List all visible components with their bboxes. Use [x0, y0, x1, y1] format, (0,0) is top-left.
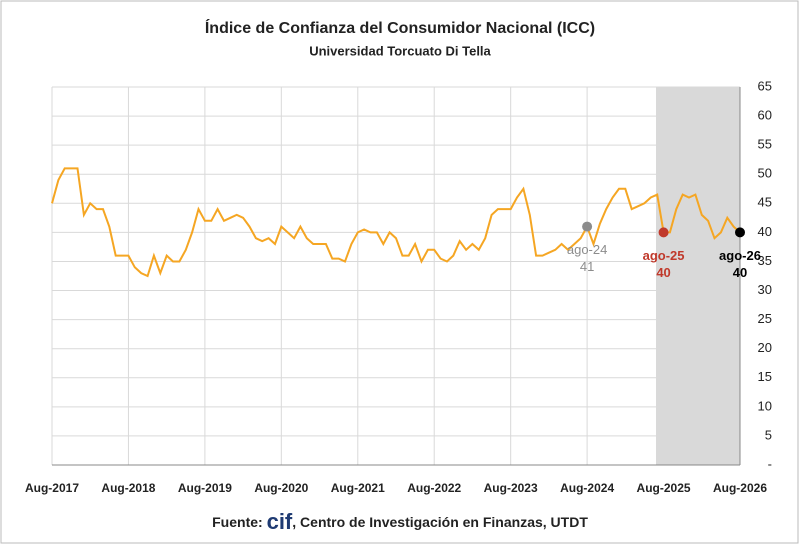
y-tick-label: 45	[758, 195, 772, 210]
forecast-shade	[656, 87, 740, 465]
source-note: Fuente: cif, Centro de Investigación en …	[212, 509, 588, 534]
x-tick-label: Aug-2023	[484, 481, 538, 495]
y-tick-label: 65	[758, 78, 772, 93]
annotation-point	[658, 227, 669, 238]
y-tick-label: 25	[758, 311, 772, 326]
y-tick-label: 5	[765, 427, 772, 442]
y-tick-label: -	[768, 456, 772, 471]
y-tick-label: 55	[758, 137, 772, 152]
y-tick-label: 50	[758, 166, 772, 181]
x-tick-label: Aug-2017	[25, 481, 79, 495]
annotation-point	[735, 227, 745, 238]
annotation-value: 40	[656, 265, 670, 280]
chart-subtitle: Universidad Torcuato Di Tella	[309, 43, 491, 58]
x-tick-label: Aug-2021	[331, 481, 385, 495]
annotation-value: 40	[733, 265, 747, 280]
annotation-value: 41	[580, 259, 594, 274]
annotation-label: ago-25	[643, 248, 685, 263]
chart-title: Índice de Confianza del Consumidor Nacio…	[205, 18, 595, 37]
x-tick-label: Aug-2019	[178, 481, 232, 495]
y-tick-label: 35	[758, 253, 772, 268]
x-tick-label: Aug-2025	[637, 481, 691, 495]
annotation-label: ago-26	[719, 248, 761, 263]
x-tick-label: Aug-2018	[101, 481, 155, 495]
x-tick-label: Aug-2022	[407, 481, 461, 495]
source-rest: , Centro de Investigación en Finanzas, U…	[292, 514, 588, 530]
x-tick-label: Aug-2026	[713, 481, 767, 495]
y-tick-label: 30	[758, 282, 772, 297]
source-prefix: Fuente:	[212, 514, 263, 530]
annotation-point	[582, 221, 593, 232]
y-tick-label: 20	[758, 340, 772, 355]
y-tick-label: 40	[758, 224, 772, 239]
y-tick-label: 60	[758, 108, 772, 123]
source-brand: cif	[267, 509, 293, 534]
y-tick-label: 10	[758, 398, 772, 413]
x-tick-label: Aug-2024	[560, 481, 614, 495]
annotation-label: ago-24	[567, 242, 607, 257]
y-tick-label: 15	[758, 369, 772, 384]
x-tick-label: Aug-2020	[254, 481, 308, 495]
series-line	[51, 167, 741, 278]
